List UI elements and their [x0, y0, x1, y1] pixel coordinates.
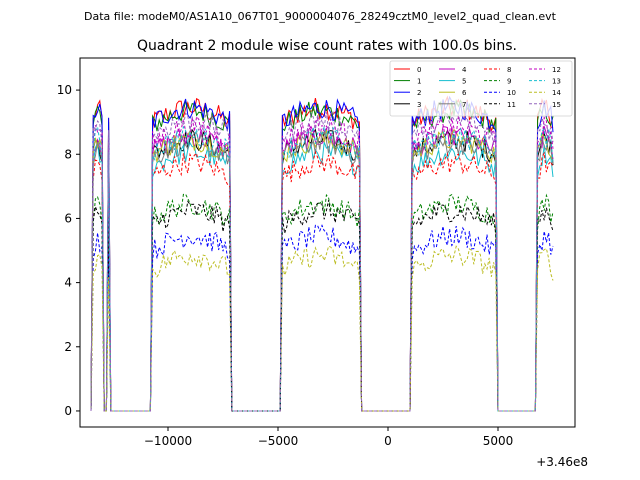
legend-label-14: 14 [552, 89, 561, 97]
legend-label-7: 7 [462, 101, 466, 109]
legend-label-8: 8 [507, 66, 511, 74]
legend-label-2: 2 [417, 89, 421, 97]
x-tick-label: −10000 [144, 434, 192, 448]
y-tick-label: 2 [64, 340, 72, 354]
series-line-5 [90, 141, 554, 412]
series-line-8 [90, 150, 554, 412]
x-tick-label: 0 [384, 434, 392, 448]
legend-box [389, 60, 573, 117]
legend-label-11: 11 [507, 101, 516, 109]
chart-suptitle: Data file: modeM0/AS1A10_067T01_90000040… [84, 10, 557, 23]
legend-label-0: 0 [417, 66, 421, 74]
y-tick-label: 10 [57, 83, 72, 97]
legend-label-9: 9 [507, 78, 511, 86]
y-tick-label: 4 [64, 276, 72, 290]
legend-label-1: 1 [417, 78, 421, 86]
series-line-2 [90, 95, 554, 412]
legend-label-4: 4 [462, 66, 467, 74]
x-tick-label: 5000 [483, 434, 514, 448]
y-axis: 0 2 4 6 8 10 [57, 83, 80, 418]
legend-label-6: 6 [462, 89, 467, 97]
series-line-15 [90, 110, 554, 412]
plot-area [90, 95, 554, 412]
series-line-12 [90, 115, 554, 412]
series-line-10 [90, 224, 554, 412]
x-axis: −10000 −5000 0 5000 [144, 427, 513, 448]
y-tick-label: 6 [64, 211, 72, 225]
plot-frame [79, 57, 576, 428]
series-line-7 [90, 130, 554, 412]
legend-label-12: 12 [552, 66, 561, 74]
legend-label-3: 3 [417, 101, 421, 109]
legend-label-13: 13 [552, 78, 561, 86]
x-offset-label: +3.46e8 [536, 455, 588, 469]
x-tick-label: −5000 [258, 434, 299, 448]
chart-title: Quadrant 2 module wise count rates with … [137, 38, 517, 54]
series-layer [90, 95, 554, 412]
series-line-14 [90, 245, 554, 412]
legend-label-15: 15 [552, 101, 561, 109]
series-line-9 [90, 193, 554, 412]
y-tick-label: 0 [64, 404, 72, 418]
y-tick-label: 8 [64, 147, 72, 161]
legend-label-5: 5 [462, 78, 466, 86]
series-line-11 [90, 200, 554, 412]
legend-label-10: 10 [507, 89, 516, 97]
